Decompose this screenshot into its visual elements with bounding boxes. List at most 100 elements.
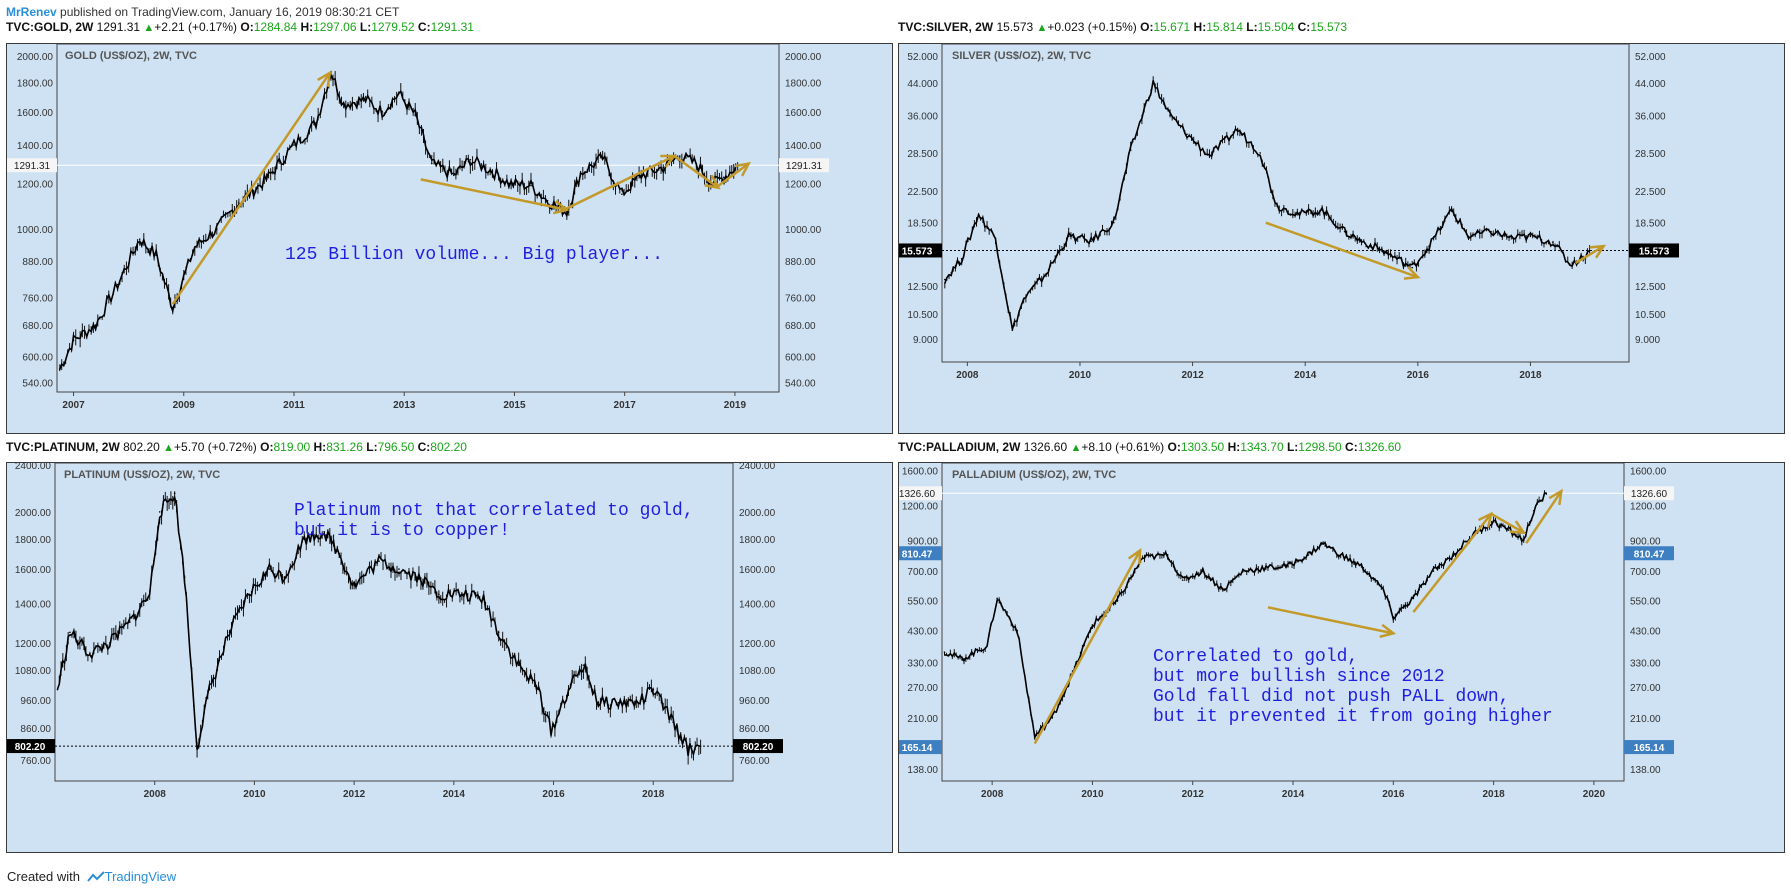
- x-tick-label: 2017: [614, 400, 637, 411]
- data-point: [1360, 240, 1363, 242]
- y-tick-label-left: 760.00: [20, 756, 51, 767]
- y-tick-label-right: 1800.00: [785, 78, 822, 89]
- data-point: [530, 184, 532, 187]
- data-point: [1512, 237, 1515, 240]
- palladium-chart-panel[interactable]: PALLADIUM (US$/OZ), 2W, TVC 138.00 138.00 2…: [898, 462, 1785, 853]
- data-point: [652, 688, 655, 691]
- data-point: [1392, 616, 1395, 618]
- palladium-chart-svg[interactable]: PALLADIUM (US$/OZ), 2W, TVC 138.00 138.00 2…: [899, 463, 1786, 854]
- data-point: [248, 593, 251, 596]
- data-point: [1011, 329, 1014, 331]
- x-tick-label: 2010: [1081, 789, 1104, 800]
- data-point: [944, 278, 946, 281]
- data-point: [1181, 579, 1184, 581]
- data-point: [228, 631, 231, 634]
- close-value: 1291.31: [430, 20, 474, 34]
- data-point: [72, 339, 75, 342]
- y-tick-label-left: 12.500: [907, 282, 938, 293]
- trend-arrow: [1490, 512, 1525, 534]
- data-point: [1383, 250, 1385, 253]
- data-point: [1428, 245, 1430, 247]
- y-tick-label-left: 430.00: [907, 626, 938, 637]
- data-point: [986, 644, 988, 647]
- y-tick-label-right: 1200.00: [1630, 501, 1667, 512]
- extra-price-label-left: 810.47: [902, 549, 933, 560]
- symbol-label: TVC:SILVER, 2W: [898, 20, 994, 34]
- last-price-label-left: 802.20: [15, 742, 46, 753]
- silver-chart-svg[interactable]: SILVER (US$/OZ), 2W, TVC 9.000 9.000 10.500…: [899, 44, 1786, 435]
- data-point: [94, 324, 97, 326]
- close-value: 802.20: [430, 440, 467, 454]
- data-point: [1112, 221, 1115, 224]
- published-text: published on TradingView.com, January 16…: [56, 5, 400, 19]
- up-triangle-icon: ▲: [1036, 22, 1048, 34]
- y-tick-label-left: 270.00: [907, 683, 938, 694]
- chart-title: SILVER (US$/OZ), 2W, TVC: [952, 50, 1091, 62]
- x-tick-label: 2018: [1519, 370, 1542, 381]
- y-tick-label-right: 540.00: [785, 379, 816, 390]
- last-price-badge: [899, 243, 942, 258]
- data-point: [342, 103, 345, 105]
- trend-arrow: [1267, 606, 1394, 635]
- data-point: [378, 560, 380, 562]
- data-point: [546, 199, 549, 202]
- y-tick-label-right: 44.000: [1635, 79, 1666, 90]
- x-tick-label: 2008: [144, 789, 167, 800]
- high-value: 15.814: [1206, 20, 1243, 34]
- tradingview-link[interactable]: TradingView: [104, 869, 177, 884]
- gold-chart-svg[interactable]: GOLD (US$/OZ), 2W, TVC 540.00 540.00 600.00…: [7, 44, 894, 435]
- data-point: [293, 144, 295, 146]
- data-point: [216, 228, 218, 230]
- data-point: [183, 576, 186, 579]
- close-value: 15.573: [1310, 20, 1348, 34]
- y-tick-label-left: 330.00: [907, 659, 938, 670]
- silver-chart-panel[interactable]: SILVER (US$/OZ), 2W, TVC 9.000 9.000 10.500…: [898, 43, 1785, 434]
- data-point: [977, 213, 980, 215]
- y-tick-label-left: 1080.00: [15, 666, 52, 677]
- platinum-chart-svg[interactable]: PLATINUM (US$/OZ), 2W, TVC 760.00 760.00 86…: [7, 463, 894, 854]
- data-point: [1412, 597, 1415, 600]
- data-point: [1343, 230, 1346, 233]
- trend-arrow: [171, 72, 331, 305]
- data-point: [579, 172, 582, 175]
- y-tick-label-left: 1600.00: [17, 108, 54, 119]
- data-point: [1450, 209, 1453, 211]
- gold-ticker-header: TVC:GOLD, 2W 1291.31 ▲+2.21 (+0.17%) O:1…: [6, 20, 474, 34]
- x-tick-label: 2008: [981, 789, 1004, 800]
- y-tick-label-left: 1600.00: [15, 565, 52, 576]
- extra-price-badge: [1624, 546, 1674, 561]
- data-point: [1152, 82, 1154, 84]
- up-triangle-icon: ▲: [163, 442, 175, 454]
- open-value: 1303.50: [1180, 440, 1225, 454]
- trend-arrow-head: [1403, 266, 1421, 280]
- y-tick-label-left: 1200.00: [17, 180, 54, 191]
- x-tick-label: 2018: [1482, 789, 1505, 800]
- y-tick-label-right: 1400.00: [785, 141, 822, 152]
- data-point: [1522, 539, 1525, 542]
- last-price-label-left: 1326.60: [899, 489, 936, 500]
- platinum-chart-panel[interactable]: PLATINUM (US$/OZ), 2W, TVC 760.00 760.00 86…: [6, 462, 893, 853]
- gold-chart-panel[interactable]: GOLD (US$/OZ), 2W, TVC 540.00 540.00 600.00…: [6, 43, 893, 434]
- y-tick-label-right: 1800.00: [739, 535, 776, 546]
- data-point: [303, 538, 306, 540]
- last-price: 1291.31: [96, 20, 141, 34]
- data-point: [268, 568, 271, 570]
- last-price: 1326.60: [1023, 440, 1068, 454]
- last-price: 802.20: [123, 440, 160, 454]
- data-point: [621, 193, 623, 195]
- data-point: [1090, 240, 1093, 242]
- price-series-line: [56, 495, 701, 757]
- y-tick-label-right: 22.500: [1635, 187, 1666, 198]
- y-tick-label-right: 1400.00: [739, 599, 776, 610]
- data-point: [617, 701, 620, 704]
- change-value: +5.70 (+0.72%): [174, 440, 257, 454]
- data-point: [1208, 155, 1211, 157]
- author-link[interactable]: MrRenev: [6, 5, 57, 19]
- trend-arrow-head: [1509, 520, 1527, 535]
- data-point: [418, 576, 420, 579]
- data-point: [208, 688, 211, 691]
- data-point: [517, 664, 520, 666]
- data-point: [662, 166, 665, 169]
- trend-arrow: [563, 154, 675, 211]
- chart-title: GOLD (US$/OZ), 2W, TVC: [65, 50, 197, 62]
